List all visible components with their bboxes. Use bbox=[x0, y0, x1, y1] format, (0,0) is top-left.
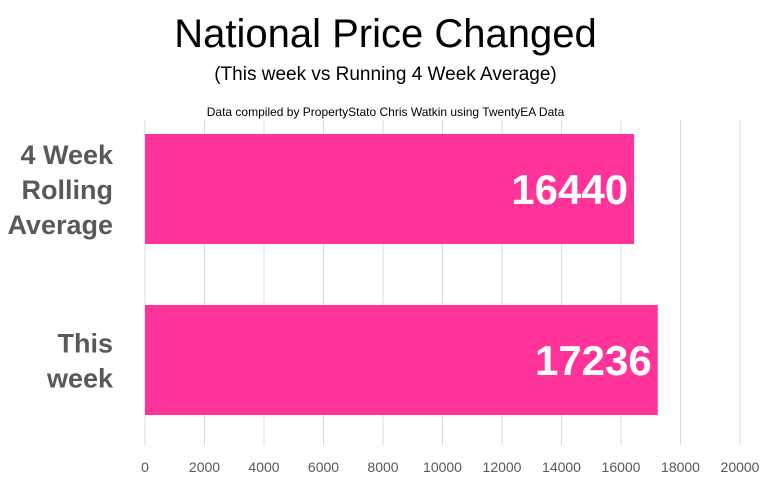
category-label: 4 Week Rolling Average bbox=[7, 140, 114, 240]
category-labels: 4 Week Rolling Average This week bbox=[7, 140, 114, 394]
data-source-note: Data compiled by PropertyStato Chris Wat… bbox=[206, 105, 565, 119]
x-tick-label: 12000 bbox=[483, 459, 522, 475]
data-label: 16440 bbox=[511, 166, 628, 213]
chart-subtitle: (This week vs Running 4 Week Average) bbox=[214, 64, 557, 85]
x-axis-tick-labels: 0 2000 4000 6000 8000 10000 12000 14000 16000 180… bbox=[141, 459, 760, 475]
x-tick-label: 16000 bbox=[602, 459, 641, 475]
x-tick-label: 2000 bbox=[189, 459, 220, 475]
bar bbox=[145, 305, 658, 415]
x-tick-label: 10000 bbox=[423, 459, 462, 475]
x-tick-label: 4000 bbox=[248, 459, 279, 475]
x-tick-label: 20000 bbox=[721, 459, 760, 475]
x-tick-label: 0 bbox=[141, 459, 149, 475]
x-tick-label: 8000 bbox=[367, 459, 398, 475]
x-tick-label: 18000 bbox=[661, 459, 700, 475]
bar bbox=[145, 134, 635, 244]
chart-title: National Price Changed bbox=[174, 12, 597, 56]
bars: 16440 17236 bbox=[145, 134, 658, 415]
data-label: 17236 bbox=[535, 337, 652, 384]
x-tick-label: 14000 bbox=[542, 459, 581, 475]
category-label: This week bbox=[46, 329, 114, 394]
x-tick-label: 6000 bbox=[308, 459, 339, 475]
